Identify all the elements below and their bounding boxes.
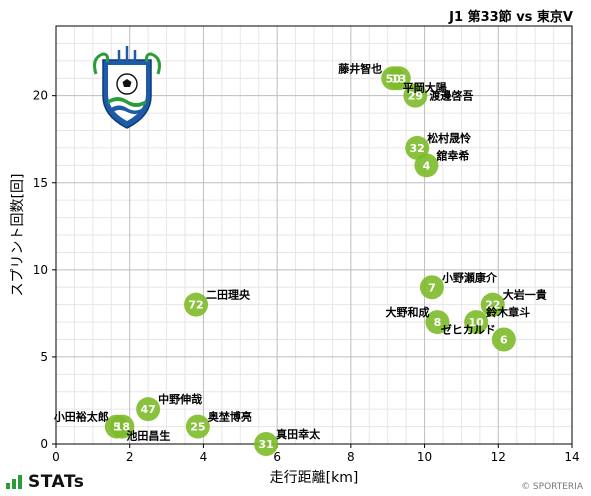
x-tick-label: 10 bbox=[417, 450, 432, 464]
player-marker bbox=[386, 66, 411, 91]
axis-ticks: 0 2 4 6 8 10 12 14 0 5 10 15 20 bbox=[33, 89, 580, 464]
player-marker bbox=[403, 83, 428, 108]
player-name-label: 渡邊啓吾 bbox=[429, 89, 473, 103]
player-marker bbox=[414, 153, 439, 178]
player-name-label: 藤井智也 bbox=[338, 61, 382, 75]
player-number-label: 47 bbox=[140, 403, 155, 416]
player-name-label: 大岩一貴 bbox=[503, 288, 547, 302]
x-tick-label: 12 bbox=[491, 450, 506, 464]
player-name-label: 真田幸太 bbox=[276, 427, 321, 441]
player-name-label: 池田昌生 bbox=[126, 429, 170, 443]
player-name-label: 鈴木章斗 bbox=[486, 305, 530, 319]
player-name-label: 大野和成 bbox=[385, 305, 429, 319]
player-marker bbox=[185, 414, 210, 439]
x-axis-label: 走行距離[km] bbox=[270, 469, 359, 486]
player-number-label: 18 bbox=[115, 421, 130, 434]
x-tick-label: 0 bbox=[52, 450, 60, 464]
player-number-label: 72 bbox=[188, 299, 203, 312]
x-tick-label: 8 bbox=[347, 450, 355, 464]
player-name-label: 平岡大陽 bbox=[403, 80, 447, 94]
plot-frame bbox=[55, 25, 573, 445]
player-number-label: 5 bbox=[113, 421, 121, 434]
player-marker bbox=[480, 292, 505, 317]
stats-brand-label: STATs bbox=[28, 472, 85, 492]
x-tick-label: 14 bbox=[564, 450, 579, 464]
player-marker bbox=[254, 432, 279, 456]
player-number-label: 32 bbox=[410, 142, 425, 155]
stats-logo-icon bbox=[6, 475, 22, 489]
y-tick-label: 0 bbox=[40, 437, 48, 451]
player-marker bbox=[491, 327, 516, 352]
player-number-label: 29 bbox=[408, 90, 423, 103]
x-tick-label: 6 bbox=[273, 450, 281, 464]
stats-brand: STATs bbox=[6, 472, 84, 492]
chart-title: J1 第33節 vs 東京V bbox=[449, 10, 573, 25]
x-tick-label: 4 bbox=[200, 450, 208, 464]
player-number-label: 31 bbox=[258, 438, 273, 451]
player-marker bbox=[464, 310, 489, 335]
player-name-label: 松村晟怜 bbox=[427, 131, 471, 145]
player-name-label: 中野伸哉 bbox=[158, 392, 202, 406]
player-number-label: 10 bbox=[469, 316, 485, 329]
player-name-label: 舘幸希 bbox=[435, 148, 469, 162]
player-marker bbox=[184, 292, 209, 317]
copyright: © SPORTERIA bbox=[521, 482, 583, 492]
x-tick-label: 2 bbox=[126, 450, 134, 464]
player-number-label: 22 bbox=[485, 299, 500, 312]
player-name-label: 奥埜博亮 bbox=[207, 410, 252, 424]
player-name-label: ゼヒカルド bbox=[441, 323, 496, 337]
player-number-label: 4 bbox=[423, 159, 431, 172]
player-number-label: 50 bbox=[386, 72, 402, 85]
y-tick-label: 15 bbox=[33, 176, 48, 190]
player-number-label: 6 bbox=[500, 334, 508, 347]
player-number-label: 7 bbox=[428, 281, 436, 294]
player-name-label: 小野瀬康介 bbox=[441, 270, 498, 284]
player-marker bbox=[136, 397, 161, 422]
player-number-label: 13 bbox=[391, 72, 406, 85]
y-tick-label: 20 bbox=[33, 89, 48, 103]
player-marker bbox=[419, 275, 444, 300]
y-tick-label: 10 bbox=[33, 263, 48, 277]
y-axis-label: スプリント回数[回] bbox=[10, 174, 26, 297]
player-marker bbox=[110, 414, 135, 439]
player-number-label: 25 bbox=[190, 421, 205, 434]
player-number-label: 8 bbox=[434, 316, 442, 329]
team-logo-emblem bbox=[93, 46, 161, 129]
y-tick-label: 5 bbox=[40, 350, 48, 364]
player-marker bbox=[425, 310, 450, 335]
player-name-label: 二田理央 bbox=[206, 288, 251, 302]
player-name-label: 小田裕太郎 bbox=[53, 410, 109, 424]
